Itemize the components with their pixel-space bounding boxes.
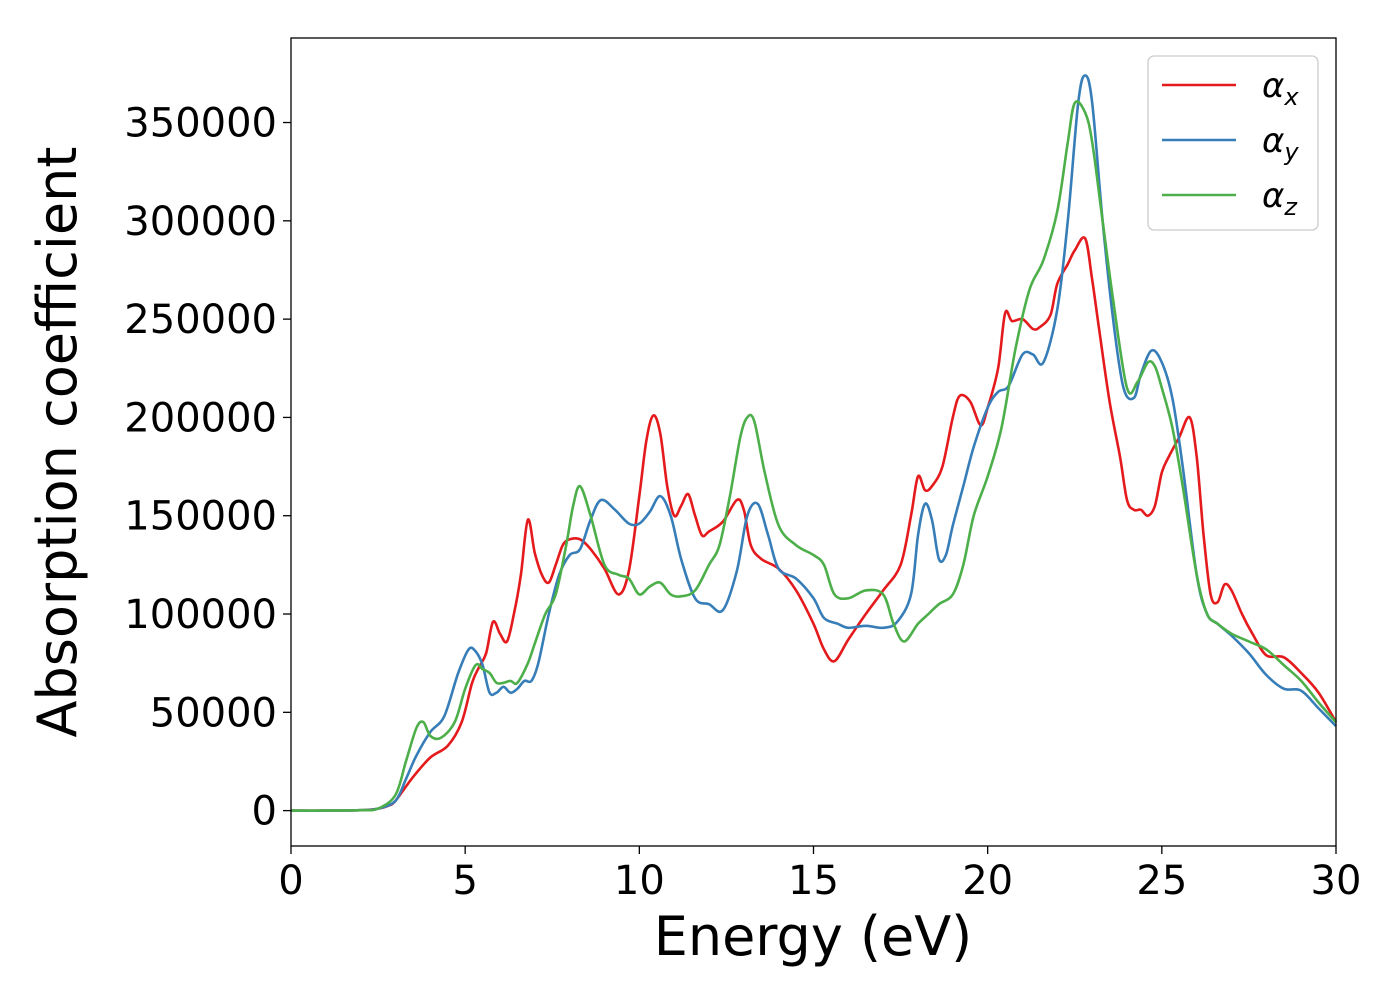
series-line-x (290, 236, 1338, 812)
y-tick-label: 300000 (124, 199, 277, 245)
series-line-y (290, 74, 1337, 812)
x-tick-label: 25 (1136, 858, 1187, 904)
y-tick-label: 150000 (124, 494, 277, 540)
x-tick-label: 0 (278, 858, 303, 904)
y-tick-label: 350000 (124, 101, 277, 147)
x-tick-label: 15 (788, 858, 839, 904)
y-tick-label: 0 (252, 789, 277, 835)
plot-lines (290, 74, 1338, 812)
x-tick-label: 20 (962, 858, 1013, 904)
x-axis-ticks: 0 5 10 15 20 25 30 (278, 846, 1361, 904)
y-tick-label: 100000 (124, 592, 277, 638)
y-tick-label: 250000 (124, 297, 277, 343)
x-tick-label: 10 (614, 858, 665, 904)
y-tick-label: 200000 (124, 395, 277, 441)
y-axis-title: Absorption coefficient (26, 147, 89, 738)
legend-box (1147, 55, 1319, 231)
x-axis-title: Energy (eV) (654, 905, 973, 968)
x-tick-label: 30 (1311, 858, 1362, 904)
y-axis-ticks: 0 50000 100000 150000 200000 250000 300000 3500… (124, 101, 291, 835)
x-tick-label: 5 (452, 858, 477, 904)
y-tick-label: 50000 (150, 690, 277, 736)
series-line-z (290, 100, 1337, 812)
